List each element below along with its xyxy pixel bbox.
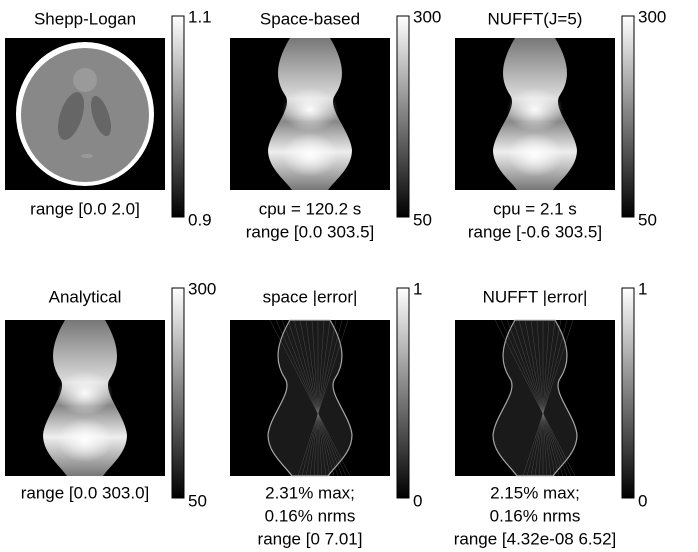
- colorbar: [172, 288, 184, 498]
- caption: 2.31% max;: [265, 483, 355, 502]
- panel: NUFFT(J=5) 300 50 cpu = 2.1 s range [-0.6 30…: [455, 7, 666, 241]
- panel: Space-based 300 50 cpu = 120.2 s range [0.0 …: [230, 7, 441, 241]
- tumor: [73, 68, 97, 92]
- caption: 0.16% nrms: [490, 506, 581, 525]
- colorbar-min: 50: [188, 491, 207, 510]
- colorbar: [622, 16, 634, 217]
- highlight: [57, 371, 113, 415]
- caption: range [0.0 303.0]: [21, 483, 150, 502]
- spot: [81, 154, 93, 158]
- colorbar-min: 50: [413, 210, 432, 229]
- highlight: [282, 133, 338, 177]
- figure: Shepp-Logan 1.1 0.9 range [0.0 2.0] Space-ba…: [0, 0, 698, 552]
- caption: 0.16% nrms: [265, 506, 356, 525]
- panel: space |error| 1 0 2.31% max; 0.16% nrms range…: [230, 279, 422, 548]
- colorbar-max: 300: [413, 7, 441, 26]
- panel: Shepp-Logan 1.1 0.9 range [0.0 2.0]: [5, 7, 212, 229]
- image: [230, 38, 390, 190]
- colorbar-max: 1: [413, 279, 422, 298]
- image: [5, 320, 165, 476]
- caption: cpu = 2.1 s: [493, 199, 577, 218]
- panel-title: NUFFT |error|: [483, 287, 588, 306]
- highlight: [507, 133, 563, 177]
- colorbar-min: 0.9: [188, 210, 212, 229]
- highlight: [507, 87, 563, 131]
- colorbar: [397, 288, 409, 498]
- panel-title: Shepp-Logan: [34, 9, 136, 28]
- image: [455, 320, 615, 476]
- caption: range [0 7.01]: [258, 529, 363, 548]
- highlight: [282, 87, 338, 131]
- highlight: [57, 418, 113, 462]
- panel-title: Space-based: [260, 9, 360, 28]
- panel-title: space |error|: [263, 287, 358, 306]
- colorbar: [397, 16, 409, 217]
- colorbar: [172, 16, 184, 217]
- colorbar: [622, 288, 634, 498]
- image: [5, 38, 165, 190]
- panel-title: NUFFT(J=5): [488, 9, 583, 28]
- caption: range [4.32e-08 6.52]: [454, 529, 617, 548]
- colorbar-max: 300: [188, 279, 216, 298]
- panel-title: Analytical: [49, 287, 122, 306]
- colorbar-max: 1: [638, 279, 647, 298]
- caption: cpu = 120.2 s: [259, 199, 362, 218]
- colorbar-min: 50: [638, 210, 657, 229]
- panel: NUFFT |error| 1 0 2.15% max; 0.16% nrms range…: [454, 279, 648, 548]
- caption: 2.15% max;: [490, 483, 580, 502]
- panel: Analytical 300 50 range [0.0 303.0]: [5, 279, 216, 510]
- caption: range [0.0 303.5]: [246, 222, 375, 241]
- colorbar-max: 1.1: [188, 7, 212, 26]
- caption: range [-0.6 303.5]: [468, 222, 602, 241]
- colorbar-min: 0: [413, 491, 422, 510]
- caption: range [0.0 2.0]: [30, 199, 140, 218]
- image: [230, 320, 390, 476]
- colorbar-min: 0: [638, 491, 647, 510]
- image: [455, 38, 615, 190]
- colorbar-max: 300: [638, 7, 666, 26]
